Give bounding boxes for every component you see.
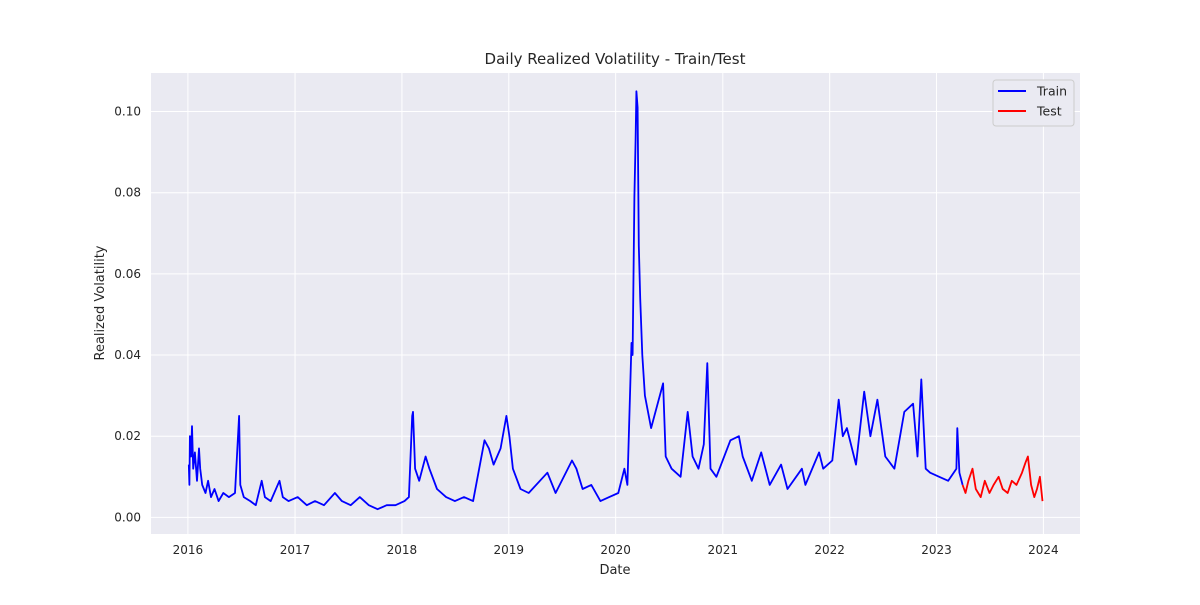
y-tick-label: 0.02 [114,429,141,443]
y-tick-label: 0.10 [114,105,141,119]
series-line-train [187,90,964,511]
series-layer [187,90,1044,511]
x-tick-label: 2022 [814,543,845,557]
y-tick-label: 0.04 [114,348,141,362]
tick-labels: 2016 2017 2018 2019 2020 2021 2022 2023 2024 0.00… [114,105,1058,557]
grid-lines [151,73,1080,534]
x-tick-label: 2023 [921,543,952,557]
x-tick-label: 2021 [708,543,739,557]
chart-title: Daily Realized Volatility - Train/Test [485,50,746,68]
legend-label-train: Train [1036,84,1067,99]
x-tick-label: 2019 [494,543,525,557]
x-tick-label: 2017 [280,543,311,557]
series-line-test [961,455,1044,502]
x-axis-label: Date [599,563,630,578]
x-tick-label: 2018 [387,543,418,557]
y-axis-label: Realized Volatility [93,245,108,360]
x-tick-label: 2024 [1028,543,1059,557]
legend: Train Test [992,79,1075,127]
y-tick-label: 0.06 [114,267,141,281]
legend-label-test: Test [1036,104,1062,119]
y-tick-label: 0.08 [114,186,141,200]
x-tick-label: 2016 [173,543,204,557]
x-tick-label: 2020 [600,543,631,557]
y-tick-label: 0.00 [114,510,141,524]
